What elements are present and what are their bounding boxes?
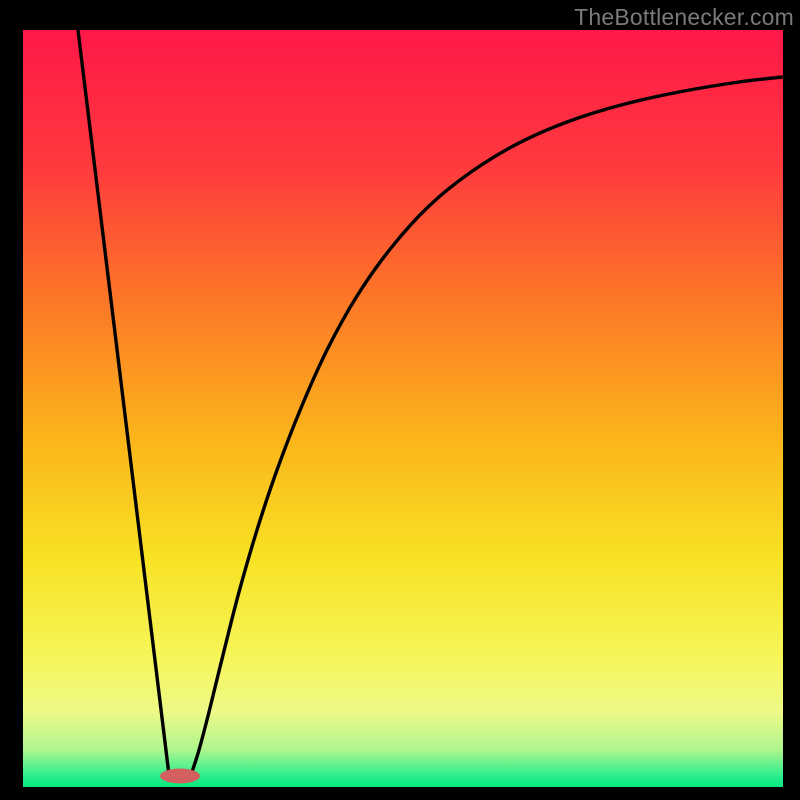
watermark-text: TheBottlenecker.com xyxy=(574,4,794,31)
bottleneck-marker xyxy=(160,769,200,784)
gradient-background xyxy=(23,30,783,787)
chart-frame: TheBottlenecker.com xyxy=(0,0,800,800)
plot-svg xyxy=(23,30,783,787)
plot-area xyxy=(23,30,783,787)
